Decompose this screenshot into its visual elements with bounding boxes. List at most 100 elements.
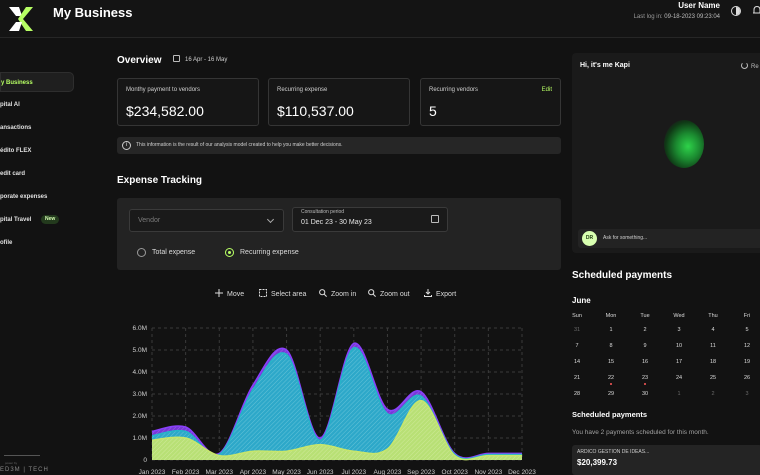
calendar-day[interactable]: 1 [677,391,681,397]
vendor-select[interactable]: Vendor [129,209,284,232]
user-name[interactable]: User Name [678,1,720,10]
y-tick-label: 3.0M [133,391,147,398]
date-range-text: 16 Apr - 16 May [185,57,228,63]
card-monthly-payment: Monthy payment to vendors $234,582.00 [117,78,259,126]
move-tool[interactable]: Move [215,289,244,298]
series-line[interactable] [151,399,522,461]
footer-powered-by: power by [5,461,18,465]
sidebar-item-transactions[interactable]: ansactions [0,118,74,138]
zoom-in-tool[interactable]: Zoom in [319,289,356,298]
calendar-weekday: Wed [673,313,685,319]
edit-link[interactable]: Edit [541,87,552,93]
scheduled-payments-subtitle: Scheduled payments [572,410,648,419]
tool-label: Export [436,291,457,298]
move-icon [215,289,223,297]
refresh-icon [741,62,748,69]
company-logo[interactable] [6,4,36,34]
calendar-day[interactable]: 26 [743,375,751,381]
top-bar: My Business User Name Last log in: 09-18… [0,0,760,38]
calendar-day[interactable]: 2 [711,391,715,397]
calendar-day[interactable]: 2 [643,327,647,333]
y-tick-label: 5.0M [133,347,147,354]
card-recurring-expense: Recurring expense $110,537.00 [268,78,410,126]
period-label: Consultation period [301,209,345,215]
calendar-day[interactable]: 12 [743,343,751,349]
y-tick-label: 6.0M [133,325,147,332]
calendar-day[interactable]: 7 [575,343,579,349]
y-tick-label: 1.0M [133,435,147,442]
calendar-day[interactable]: 25 [709,375,717,381]
calendar-day[interactable]: 3 [677,327,681,333]
sidebar-item-profile[interactable]: ofile [0,233,74,253]
info-icon: i [122,141,131,150]
x-tick-label: Sep 2023 [407,469,435,475]
sidebar-item-corporate-expenses[interactable]: porate expenses [0,187,74,207]
sidebar-item-label: porate expenses [0,194,48,200]
select-area-tool[interactable]: Select area [259,289,306,298]
calendar-day[interactable]: 29 [607,391,615,397]
calendar-icon[interactable] [431,215,439,223]
x-tick-label: Mar 2023 [206,469,234,475]
footer-brand: power by ED3M | TECH [0,455,48,475]
bell-icon[interactable] [752,5,760,16]
calendar-day[interactable]: 24 [675,375,683,381]
overview-title: Overview [117,55,162,66]
calendar-day[interactable]: 21 [573,375,581,381]
card-label: Recurring vendors [429,87,479,93]
payment-vendor: ARDICO GESTION DE IDEAS... [577,449,650,455]
sidebar-item-my-business[interactable]: y Business [0,72,74,92]
calendar-day[interactable]: 28 [573,391,581,397]
payment-card[interactable]: ARDICO GESTION DE IDEAS... $20,399.73 [572,445,760,475]
reset-button[interactable]: Re [741,62,759,70]
calendar-day[interactable]: 4 [711,327,715,333]
chevron-down-icon [266,215,275,224]
calendar-day[interactable]: 17 [675,359,683,365]
filter-panel: Vendor Consultation period 01 Dec 23 - 3… [117,198,561,270]
tool-label: Move [227,291,245,298]
calendar-day[interactable]: 23 [635,375,655,387]
card-label: Monthy payment to vendors [126,87,201,93]
calendar-day[interactable]: 15 [607,359,615,365]
sidebar-item-capital-ai[interactable]: pital AI [0,95,74,115]
page-title: My Business [53,5,133,20]
card-value: 5 [429,103,437,119]
sidebar: y Business pital AI ansactions édito FLE… [0,38,80,475]
calendar-day[interactable]: 3 [745,391,749,397]
calendar-weekday: Thu [708,313,718,319]
export-tool[interactable]: Export [424,289,456,298]
calendar-day[interactable]: 30 [641,391,649,397]
calendar-day[interactable]: 14 [573,359,581,365]
series-hatch [152,400,522,460]
calendar-day[interactable]: 10 [675,343,683,349]
calendar-day[interactable]: 11 [710,343,716,349]
vendor-placeholder: Vendor [138,217,161,224]
info-text: This information is the result of our an… [136,142,343,148]
sidebar-item-label: ansactions [0,125,32,131]
last-login-value: 09-18-2023 09:23:04 [664,14,720,20]
calendar-day[interactable]: 5 [745,327,749,333]
calendar-day[interactable]: 1 [609,327,613,333]
calendar-day[interactable]: 31 [573,327,581,333]
sidebar-item-capital-travel[interactable]: pital Travel New [0,210,74,230]
calendar-day[interactable]: 16 [641,359,649,365]
zoom-out-tool[interactable]: Zoom out [368,289,410,298]
calendar-day[interactable]: 22 [601,375,621,387]
tool-label: Select area [271,291,307,298]
sidebar-item-label: edit card [0,171,26,177]
calendar-weekday: Mon [605,313,617,319]
calendar-day[interactable]: 8 [609,343,613,349]
y-tick-label: 4.0M [133,369,147,376]
card-recurring-vendors: Recurring vendors Edit 5 [420,78,561,126]
expense-area-chart[interactable]: 0 1.0M 2.0M 3.0M 4.0M 5.0M 6.0M Jan 2023 Feb 202… [117,320,561,475]
consultation-period-field[interactable]: Consultation period 01 Dec 23 - 30 May 2… [292,207,448,232]
calendar-day[interactable]: 19 [743,359,751,365]
sidebar-item-credit-card[interactable]: edit card [0,164,74,184]
ask-input[interactable]: DR Ask for something... [578,229,760,248]
calendar-day[interactable]: 18 [709,359,717,365]
overview-date-range[interactable]: 16 Apr - 16 May [173,55,227,63]
series-line[interactable] [151,347,522,460]
theme-toggle-icon[interactable] [731,6,741,16]
sidebar-item-credito-flex[interactable]: édito FLEX [0,141,74,161]
x-tick-label: Dec 2023 [508,469,536,475]
calendar-day[interactable]: 9 [643,343,647,349]
